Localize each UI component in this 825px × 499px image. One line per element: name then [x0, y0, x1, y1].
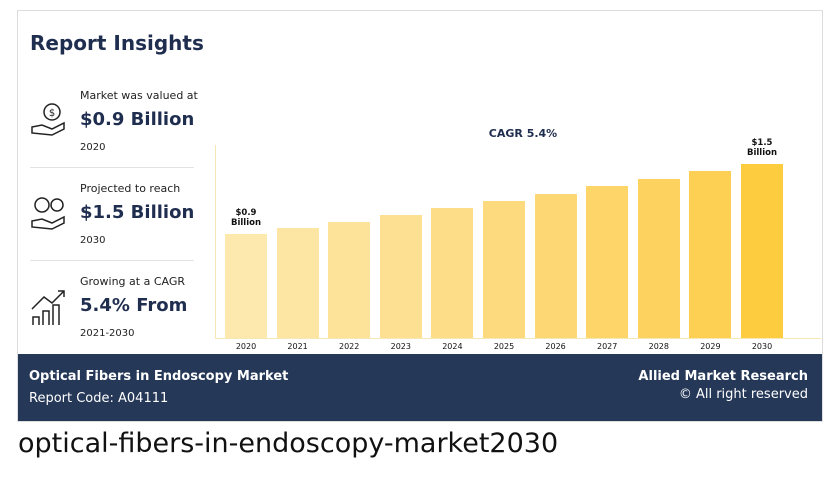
x-tick-label: 2022	[339, 342, 360, 351]
bar	[637, 179, 680, 338]
bar	[689, 170, 732, 338]
baseline	[215, 338, 821, 339]
growth-icon	[31, 290, 65, 325]
x-tick-label: 2023	[390, 342, 411, 351]
bar	[225, 233, 267, 338]
cagr-annotation: CAGR 5.4%	[488, 127, 558, 140]
report-code: Report Code: A04111	[29, 391, 169, 406]
caption: optical-fibers-in-endoscopy-market2030	[18, 428, 559, 459]
stat-value: $0.9 Billion	[80, 109, 195, 130]
market-name: Optical Fibers in Endoscopy Market	[29, 369, 289, 384]
bar-chart: CAGR 5.4% 2020 $0.9 Billion 2021 2022 2023 20…	[215, 121, 821, 353]
bar	[483, 201, 525, 338]
bar	[328, 222, 371, 338]
stat-year: 2021-2030	[80, 328, 135, 339]
stat-year: 2030	[80, 235, 106, 246]
money-icon: $	[31, 103, 65, 136]
stat-label: Growing at a CAGR	[80, 275, 186, 288]
separator	[30, 260, 194, 261]
svg-text:$: $	[49, 108, 55, 119]
company: Allied Market Research	[638, 369, 808, 384]
footer: Optical Fibers in Endoscopy Market Repor…	[18, 354, 822, 421]
x-tick-label: 2026	[545, 342, 566, 351]
bar	[431, 208, 474, 338]
x-tick-label: 2028	[648, 342, 669, 351]
bar	[534, 194, 577, 338]
value-label: $1.5 Billion	[746, 138, 778, 158]
bar	[276, 227, 319, 338]
separator	[30, 167, 194, 168]
x-tick-label: 2024	[442, 342, 463, 351]
axis-line	[215, 145, 216, 338]
stat-label: Market was valued at	[80, 89, 198, 102]
x-tick-label: 2027	[597, 342, 618, 351]
stat-value: 5.4% From	[80, 295, 188, 316]
bar	[379, 215, 422, 338]
x-tick-label: 2030	[751, 342, 773, 351]
rights: © All right reserved	[678, 387, 808, 402]
bar	[741, 164, 783, 338]
stat-value: $1.5 Billion	[80, 202, 195, 223]
globe-icon	[31, 197, 65, 230]
x-tick-label: 2029	[700, 342, 721, 351]
report-title: Report Insights	[30, 31, 204, 55]
value-label: $0.9 Billion	[230, 207, 262, 228]
x-tick-label: 2020	[235, 342, 257, 351]
bar	[586, 186, 629, 338]
stat-year: 2020	[80, 142, 106, 153]
stat-label: Projected to reach	[80, 182, 181, 195]
x-tick-label: 2021	[287, 342, 308, 351]
x-tick-label: 2025	[493, 342, 515, 351]
report-card: Report Insights $ Market was valued at $…	[17, 10, 823, 422]
